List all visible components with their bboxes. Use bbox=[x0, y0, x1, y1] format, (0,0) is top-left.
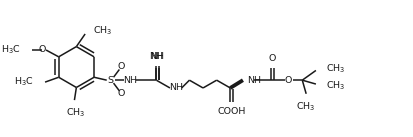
Text: O: O bbox=[268, 54, 275, 63]
Text: CH$_3$: CH$_3$ bbox=[93, 25, 112, 37]
Text: NH: NH bbox=[150, 52, 164, 61]
Text: H$_3$C: H$_3$C bbox=[14, 76, 33, 88]
Text: O: O bbox=[38, 45, 46, 54]
Text: NH: NH bbox=[149, 52, 163, 61]
Text: CH$_3$: CH$_3$ bbox=[325, 62, 344, 75]
Text: CH$_3$: CH$_3$ bbox=[66, 107, 85, 119]
Text: CH$_3$: CH$_3$ bbox=[325, 80, 344, 92]
Text: O: O bbox=[284, 76, 292, 85]
Text: NH: NH bbox=[123, 76, 137, 85]
Text: NH: NH bbox=[169, 83, 183, 92]
Text: O: O bbox=[117, 62, 125, 71]
Text: COOH: COOH bbox=[216, 107, 245, 116]
Text: CH$_3$: CH$_3$ bbox=[296, 101, 315, 113]
Text: NH: NH bbox=[246, 76, 260, 85]
Text: S: S bbox=[107, 76, 113, 85]
Text: O: O bbox=[117, 89, 125, 98]
Text: H$_3$C: H$_3$C bbox=[1, 44, 21, 56]
